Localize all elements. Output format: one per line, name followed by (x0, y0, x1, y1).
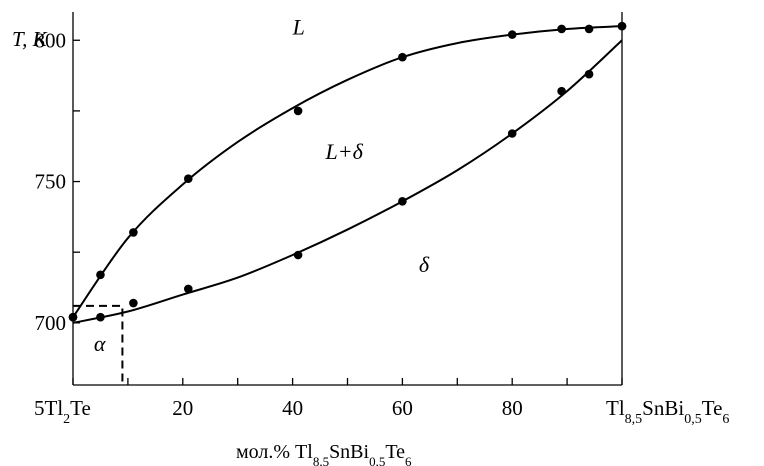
liquidus-data-point (129, 228, 138, 237)
x-tick-label: 40 (282, 396, 303, 420)
solidus-data-point (68, 312, 78, 322)
x-end-label-right: Tl8,5SnBi0,5Te6 (606, 396, 729, 427)
region-annotations: L L+δ δ α (94, 15, 430, 356)
alpha-region-boundary (73, 304, 124, 385)
liquidus-data-point (398, 52, 407, 62)
liquidus-data-point (96, 270, 105, 280)
solidus-curve (72, 39, 623, 324)
liquidus-data-point (183, 174, 193, 184)
x-tick-label: 60 (392, 396, 413, 420)
solidus-data-point (617, 21, 627, 31)
axes (72, 12, 623, 386)
solidus-data-point (507, 129, 517, 138)
region-label: α (94, 331, 106, 356)
tick-labels: 20 40 60 80 700 750 800 (35, 28, 523, 420)
solidus-data-point (398, 197, 407, 206)
region-label: L+δ (325, 139, 364, 164)
solidus-data-point (96, 312, 105, 322)
liquidus-curve (72, 25, 623, 318)
solidus-data-point (293, 250, 303, 260)
data-points (68, 21, 627, 322)
liquidus-data-point (293, 106, 303, 116)
x-axis-label: мол.% Tl8,5SnBi0,5Te6 (236, 441, 412, 466)
region-label: δ (419, 252, 430, 277)
y-tick-label: 700 (35, 311, 67, 335)
x-tick-label: 20 (172, 396, 193, 420)
y-tick-label: 800 (35, 28, 67, 52)
x-end-label-left: 5Tl2Te (34, 396, 91, 427)
y-tick-label: 750 (35, 170, 67, 194)
solidus-data-point (183, 284, 193, 294)
solidus-data-point (584, 69, 594, 79)
liquidus-data-point (584, 24, 594, 34)
x-tick-label: 80 (502, 396, 523, 420)
solidus-data-point (557, 86, 566, 96)
y-axis-label: T, K (12, 27, 48, 51)
tick-marks (72, 39, 623, 385)
solidus-data-point (129, 298, 138, 308)
liquidus-data-point (557, 24, 566, 34)
region-label: L (292, 15, 305, 40)
liquidus-data-point (507, 30, 517, 39)
